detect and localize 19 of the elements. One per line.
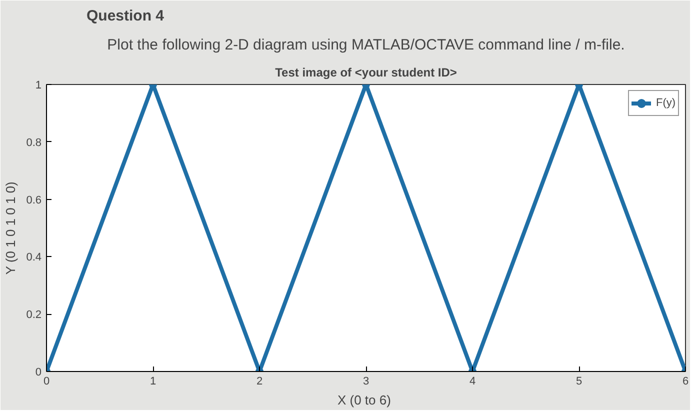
x-axis-title: X (0 to 6): [337, 392, 391, 408]
x-tick-label: 3: [362, 376, 370, 388]
legend-label: F(y): [656, 97, 676, 109]
x-tick-label: 1: [150, 376, 156, 388]
y-tick-label: 1: [35, 80, 42, 92]
y-tick-label: 0: [35, 366, 42, 378]
y-tick-label: 0.6: [26, 194, 42, 206]
x-tick-label: 6: [682, 376, 689, 388]
x-tick-label: 2: [256, 376, 263, 388]
x-tick-label: 5: [576, 376, 582, 388]
y-tick-label: 0.2: [26, 309, 42, 322]
chart-title: Test image of <your student ID>: [275, 66, 457, 80]
x-tick-label: 0: [43, 376, 50, 388]
text: Plot the following 2-D diagram using MATLAB/OCTAVE command line / m-file.: [107, 36, 625, 54]
y-tick-label: 0.8: [26, 136, 42, 149]
text: Question 4: [86, 8, 165, 24]
y-tick-label: 0.4: [26, 252, 42, 264]
y-axis-title: Y (0 1 0 1 0 1 0): [3, 182, 18, 275]
x-tick-label: 4: [469, 376, 476, 388]
